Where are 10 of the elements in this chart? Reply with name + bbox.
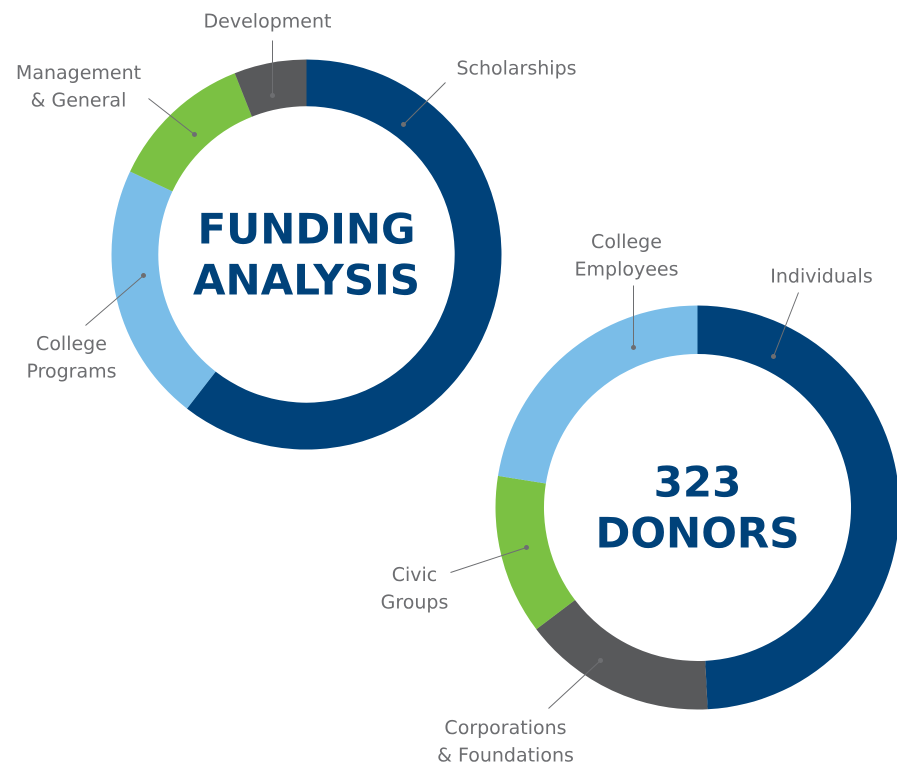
slice-label: Corporations & Foundations bbox=[437, 716, 574, 766]
slice-label: Scholarships bbox=[456, 58, 577, 80]
slice-label: College Employees bbox=[574, 230, 678, 280]
text: FUNDING ANALYSIS bbox=[193, 204, 420, 305]
slice-label: Individuals bbox=[770, 266, 873, 288]
slice-label: Development bbox=[204, 10, 332, 32]
slice-label: College Programs bbox=[26, 332, 117, 382]
slice-label: Management & General bbox=[16, 62, 142, 112]
text: 323 DONORS bbox=[595, 457, 800, 558]
slice-label: Civic Groups bbox=[380, 564, 448, 614]
